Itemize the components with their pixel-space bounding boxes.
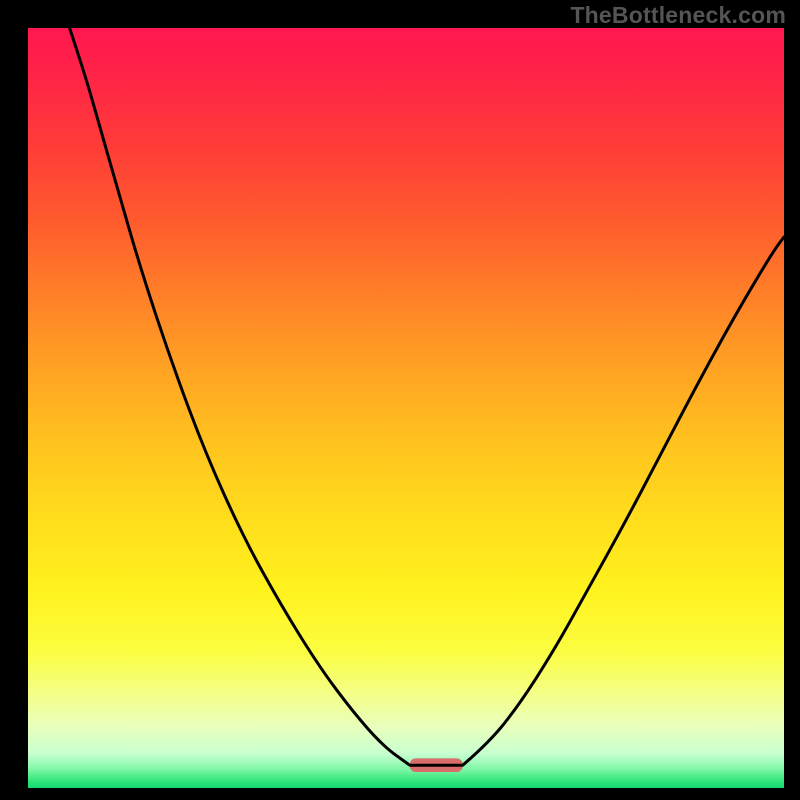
- plot-area: [28, 28, 784, 788]
- bottleneck-chart: TheBottleneck.com: [0, 0, 800, 800]
- plot-svg: [28, 28, 784, 788]
- watermark: TheBottleneck.com: [570, 2, 786, 29]
- gradient-background: [28, 28, 784, 788]
